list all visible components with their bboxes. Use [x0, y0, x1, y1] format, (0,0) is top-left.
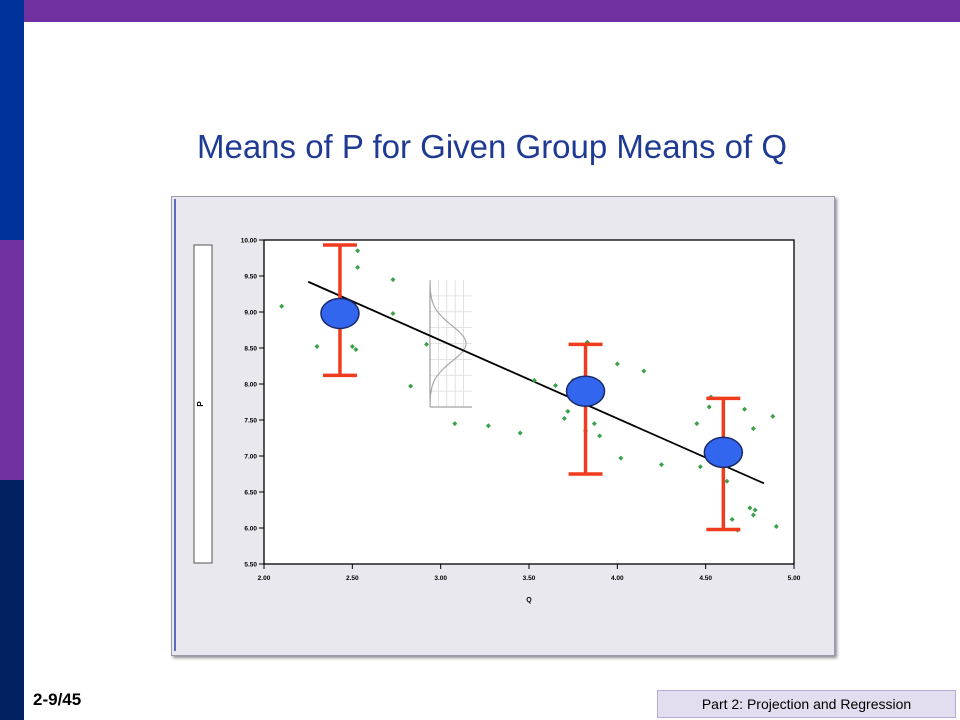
- data-point: [353, 346, 359, 352]
- top-accent-bar: [0, 0, 960, 22]
- data-point: [517, 430, 523, 436]
- data-point: [729, 516, 735, 522]
- y-tick-label: 6.00: [244, 526, 257, 533]
- data-point: [750, 426, 756, 432]
- data-point: [355, 248, 361, 254]
- data-point: [531, 377, 537, 383]
- chart-frame: P 5.50 6.00 6.50 7.00 7.50 8.00 8.50 9.00 9.50 10…: [171, 196, 835, 656]
- data-point: [390, 277, 396, 283]
- data-point: [408, 383, 414, 389]
- data-point: [724, 478, 730, 484]
- x-tick-label: 3.50: [523, 575, 536, 582]
- y-tick-label: 5.50: [244, 562, 257, 569]
- chart-frame-edge: [174, 199, 176, 651]
- data-point: [553, 382, 558, 388]
- group-mean-marker: [703, 436, 744, 469]
- data-point: [750, 512, 756, 518]
- side-accent-bar-bottom: [0, 480, 24, 720]
- data-point: [597, 433, 603, 439]
- x-tick-label: 2.50: [346, 575, 359, 582]
- footer-section-label: Part 2: Projection and Regression: [657, 690, 956, 718]
- ylabel-box: [193, 244, 213, 564]
- y-tick-label: 6.50: [244, 490, 257, 497]
- data-point: [279, 303, 285, 309]
- data-point: [614, 361, 620, 367]
- x-axis-label: Q: [526, 597, 532, 604]
- data-point: [618, 455, 624, 461]
- data-point: [770, 413, 776, 419]
- y-tick-label: 7.00: [244, 454, 257, 461]
- data-point: [697, 464, 703, 470]
- x-tick-label: 4.50: [699, 575, 712, 582]
- density-curve: [429, 280, 467, 406]
- data-point: [773, 524, 779, 530]
- y-tick-label: 8.00: [244, 382, 257, 389]
- y-tick-label: 8.50: [244, 346, 257, 353]
- y-axis-label: P: [196, 401, 205, 407]
- scatter-chart: P 5.50 6.00 6.50 7.00 7.50 8.00 8.50 9.00 9.50 10…: [193, 238, 801, 604]
- data-point: [314, 344, 320, 350]
- plot-area: [263, 239, 795, 565]
- side-accent-bar-top: [0, 0, 24, 240]
- data-point: [742, 406, 748, 412]
- page-number: 2-9/45: [33, 690, 82, 709]
- data-point: [390, 310, 396, 316]
- data-point: [747, 505, 753, 511]
- y-tick-label: 9.00: [244, 310, 257, 317]
- slide-title: Means of P for Given Group Means of Q: [196, 128, 787, 165]
- data-point: [452, 421, 458, 427]
- data-point: [694, 421, 700, 427]
- y-tick-label: 9.50: [244, 274, 257, 281]
- data-point: [355, 264, 361, 270]
- x-tick-label: 3.00: [434, 575, 447, 582]
- data-point: [706, 404, 712, 410]
- data-point: [565, 408, 571, 414]
- group-mean-marker: [565, 375, 606, 407]
- y-tick-label: 10.00: [241, 238, 258, 245]
- x-tick-label: 2.00: [258, 575, 271, 582]
- data-point: [752, 507, 758, 513]
- side-accent-bar-middle: [0, 240, 24, 480]
- data-point: [349, 344, 355, 350]
- y-tick-label: 7.50: [244, 418, 257, 425]
- x-tick-label: 5.00: [788, 575, 801, 582]
- regression-line: [307, 280, 765, 485]
- data-point: [591, 421, 597, 427]
- data-point: [659, 462, 664, 468]
- data-point: [561, 416, 567, 422]
- x-tick-label: 4.00: [611, 575, 624, 582]
- group-mean-marker: [320, 297, 360, 330]
- data-point: [641, 368, 647, 374]
- data-point: [424, 341, 430, 347]
- data-point: [485, 423, 491, 429]
